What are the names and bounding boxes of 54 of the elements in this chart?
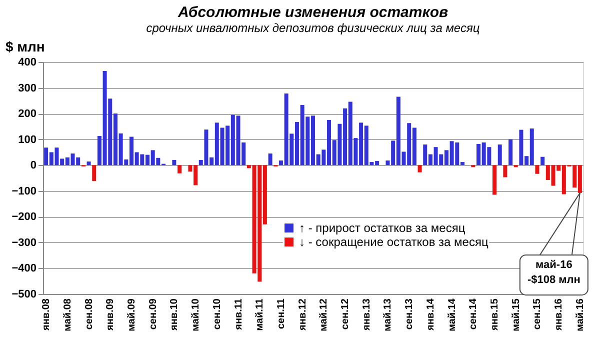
x-tick-label: янв.15	[490, 298, 501, 330]
x-tick-label: янв.12	[297, 298, 308, 330]
bar	[508, 139, 513, 166]
x-tick-label: май.16	[574, 298, 586, 332]
y-tick-label: −100	[12, 185, 36, 198]
x-tick-label: сен.11	[276, 298, 287, 330]
bar	[503, 165, 508, 178]
x-tick-label: янв.14	[425, 298, 436, 330]
bar	[418, 165, 422, 172]
bar	[178, 165, 182, 174]
y-tick-label: −300	[12, 236, 36, 249]
legend-label: ↓ - сокращение остатков за месяц	[299, 235, 488, 249]
y-tick-label: −500	[12, 288, 36, 300]
x-tick-label: май.08	[62, 298, 74, 332]
chart-subtitle: срочных инвалютных депозитов физических лиц за месяц	[146, 21, 480, 35]
bar	[540, 156, 545, 166]
x-tick-label: май.10	[190, 298, 202, 332]
y-axis-title: $ млн	[6, 38, 45, 54]
x-tick-label: май.12	[318, 298, 330, 332]
bar	[92, 165, 96, 182]
y-tick-label: 200	[18, 108, 36, 120]
y-tick-label: 100	[18, 134, 36, 146]
bar	[535, 165, 540, 174]
x-tick-label: янв.11	[233, 298, 244, 330]
x-tick-label: янв.13	[361, 298, 372, 330]
x-tick-label: сен.12	[340, 298, 352, 330]
bar	[498, 144, 502, 166]
x-tick-label: сен.13	[404, 298, 416, 330]
chart-title: Абсолютные изменения остатков	[176, 4, 448, 21]
y-tick-label: 300	[18, 82, 36, 94]
bar	[86, 162, 91, 166]
bar	[268, 154, 272, 166]
x-tick-label: сен.09	[148, 298, 159, 330]
x-tick-label: янв.09	[105, 298, 116, 330]
legend-label: ↑ - прирост остатков за месяц	[299, 221, 466, 235]
x-tick-label: май.09	[126, 298, 138, 332]
x-tick-label: янв.08	[41, 298, 52, 330]
y-tick-label: −400	[12, 262, 36, 275]
x-tick-label: май.13	[382, 298, 394, 332]
x-tick-label: май.15	[510, 298, 522, 332]
x-tick-label: май.11	[254, 298, 266, 331]
annotation: май-16 -$108 млн	[527, 258, 580, 286]
y-tick-label: 400	[18, 56, 36, 68]
y-tick-label: −200	[12, 211, 36, 224]
x-tick-label: сен.10	[212, 298, 223, 330]
y-tick-label: 0	[30, 160, 36, 172]
x-tick-label: май.14	[446, 298, 458, 332]
x-tick-label: сен.14	[468, 298, 480, 330]
x-tick-label: сен.15	[532, 298, 544, 330]
bar	[172, 160, 176, 166]
x-tick-label: янв.10	[169, 298, 180, 330]
x-tick-label: сен.08	[84, 298, 95, 330]
x-tick-label: янв.16	[554, 298, 565, 330]
bar	[492, 165, 497, 195]
